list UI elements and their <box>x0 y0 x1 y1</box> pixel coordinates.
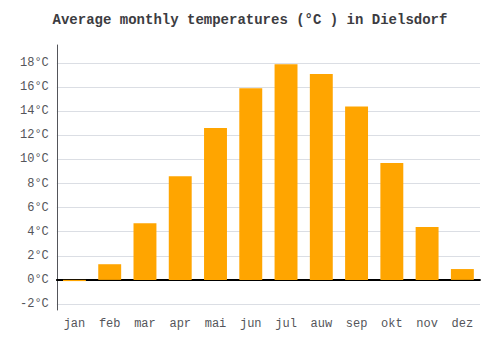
svg-text:sep: sep <box>346 317 368 331</box>
svg-text:apr: apr <box>169 317 191 331</box>
svg-text:jul: jul <box>275 317 297 331</box>
svg-text:Average monthly temperatures (: Average monthly temperatures (°C ) in Di… <box>53 12 448 28</box>
svg-text:feb: feb <box>99 317 121 331</box>
svg-text:dez: dez <box>452 317 474 331</box>
svg-text:auw: auw <box>310 317 332 331</box>
svg-text:okt: okt <box>381 317 403 331</box>
svg-text:0°C: 0°C <box>27 273 49 287</box>
svg-text:10°C: 10°C <box>20 152 49 166</box>
svg-text:2°C: 2°C <box>27 249 49 263</box>
svg-text:12°C: 12°C <box>20 128 49 142</box>
svg-text:18°C: 18°C <box>20 56 49 70</box>
svg-text:4°C: 4°C <box>27 225 49 239</box>
svg-text:16°C: 16°C <box>20 80 49 94</box>
svg-text:nov: nov <box>416 317 438 331</box>
svg-text:-2°C: -2°C <box>20 297 49 311</box>
svg-text:mar: mar <box>134 317 156 331</box>
svg-text:jan: jan <box>64 317 86 331</box>
svg-text:jun: jun <box>240 317 262 331</box>
svg-text:6°C: 6°C <box>27 201 49 215</box>
svg-text:mai: mai <box>205 317 227 331</box>
svg-text:14°C: 14°C <box>20 104 49 118</box>
svg-text:8°C: 8°C <box>27 177 49 191</box>
